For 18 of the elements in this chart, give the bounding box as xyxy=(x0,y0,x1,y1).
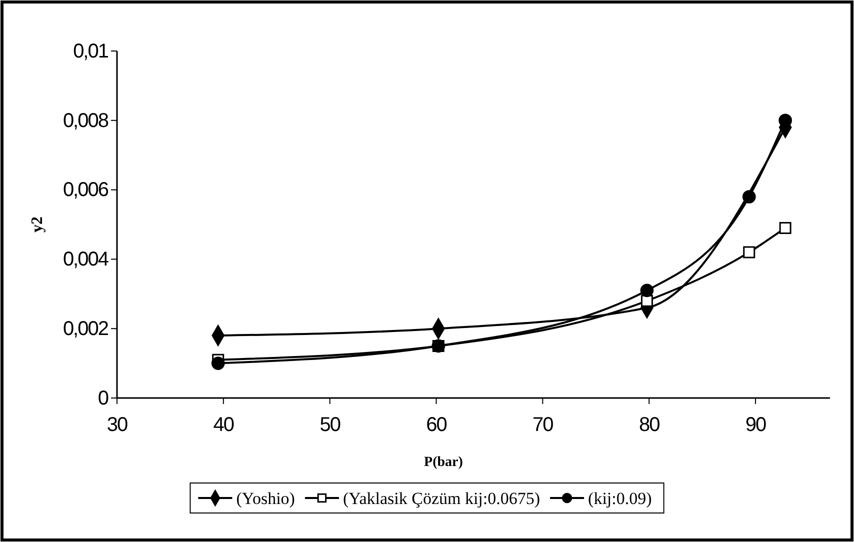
x-tick-label: 90 xyxy=(745,414,767,436)
legend-label: (Yoshio) xyxy=(236,488,295,508)
legend-label: (kij:0.09) xyxy=(588,488,652,508)
y-tick-label: 0,002 xyxy=(62,318,109,340)
x-tick-label: 40 xyxy=(213,414,234,436)
y-axis-title: y2 xyxy=(29,216,46,232)
y-tick-label: 0,01 xyxy=(73,40,109,62)
y-tick-label: 0,006 xyxy=(62,179,109,202)
y-tick-label: 0 xyxy=(98,387,109,410)
x-tick-label: 70 xyxy=(532,414,554,436)
x-tick-label: 80 xyxy=(638,414,660,436)
x-tick-label: 50 xyxy=(320,414,341,436)
y-tick-label: 0,004 xyxy=(62,248,109,271)
x-tick-label: 30 xyxy=(106,414,128,436)
y-tick-label: 0,008 xyxy=(62,110,109,132)
x-tick-label: 60 xyxy=(426,414,448,436)
x-axis-title: P(bar) xyxy=(424,455,464,470)
legend-label: (Yaklasik Çözüm kij:0.0675) xyxy=(342,488,540,508)
